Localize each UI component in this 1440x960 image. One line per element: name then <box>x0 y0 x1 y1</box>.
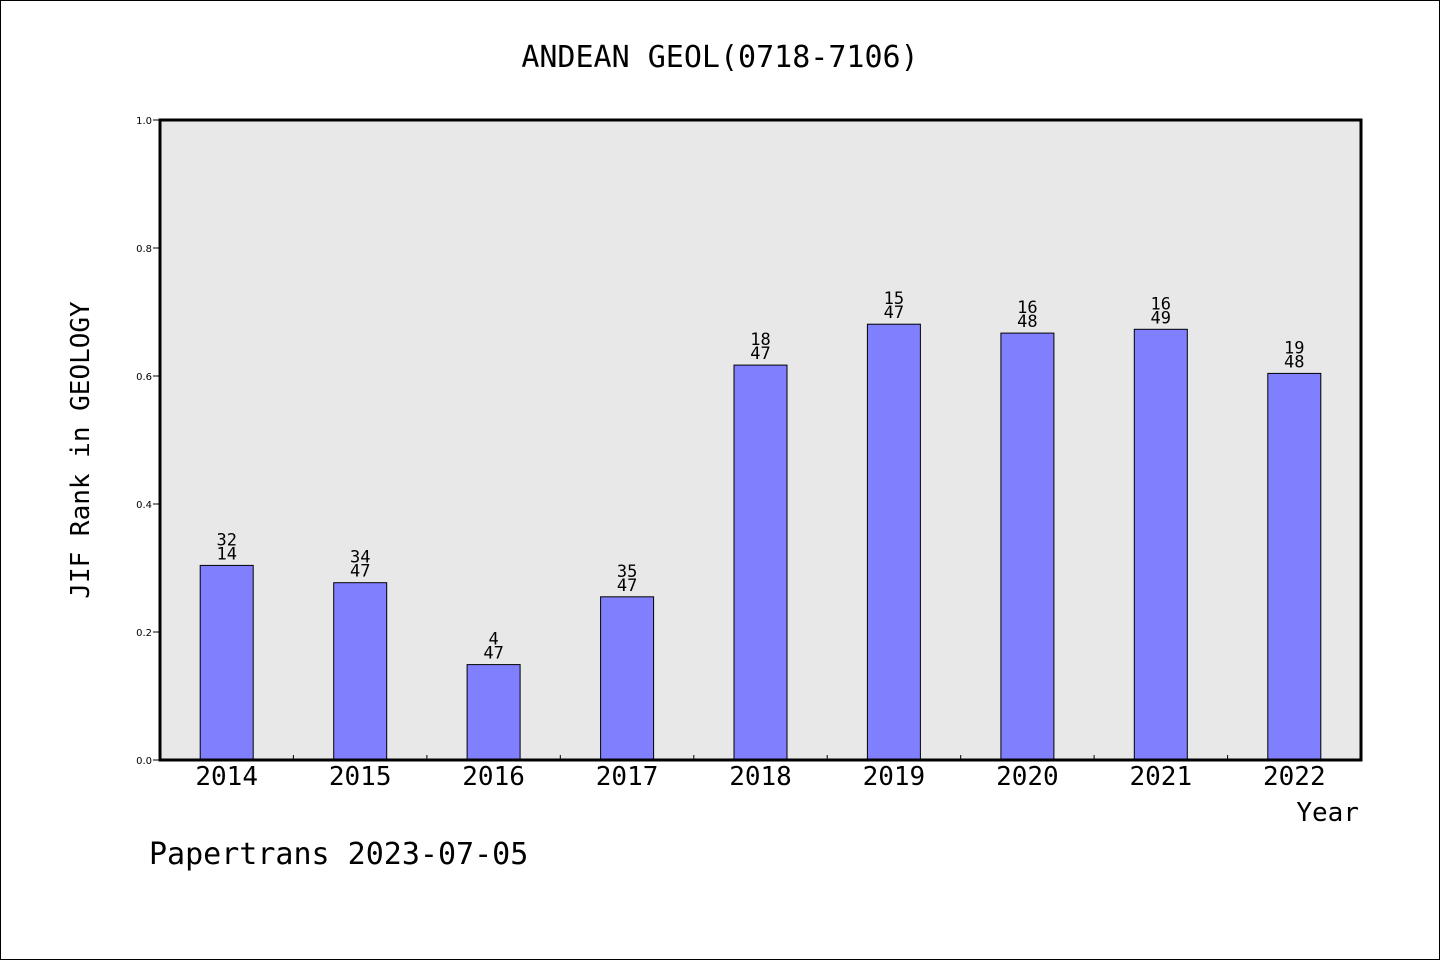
footer-source-date: Papertrans 2023-07-05 <box>149 837 528 872</box>
bars-layer <box>199 323 1322 761</box>
y-tick-label: 0.6 <box>136 372 152 383</box>
x-tick-label-2018: 2018 <box>729 762 792 792</box>
y-axis-ticks: 0.0 0.2 0.4 0.6 0.8 1.0 <box>136 116 160 767</box>
bar-2020 <box>1000 332 1055 761</box>
x-tick-label-2020: 2020 <box>996 762 1059 792</box>
x-tick-label-2019: 2019 <box>863 762 926 792</box>
data-label-bottom-2015: 47 <box>350 562 370 582</box>
bar-2015 <box>333 582 388 761</box>
data-label-bottom-2020: 48 <box>1017 312 1037 332</box>
data-label-top-2016: 4 <box>488 630 498 650</box>
x-axis-ticks: 2014 2015 2016 2017 2018 2019 2020 2021 2022 <box>195 755 1326 792</box>
y-tick-label: 1.0 <box>136 116 152 127</box>
data-label-top-2017: 35 <box>617 562 637 582</box>
chart-title: ANDEAN GEOL(0718-7106) <box>521 40 918 75</box>
y-tick-label: 0.4 <box>136 500 152 511</box>
data-label-bottom-2018: 47 <box>750 344 770 364</box>
data-label-bottom-2019: 47 <box>884 303 904 323</box>
data-label-bottom-2014: 14 <box>216 544 236 564</box>
data-label-top-2015: 34 <box>350 548 370 568</box>
data-label-bottom-2021: 49 <box>1151 308 1171 328</box>
x-tick-label-2017: 2017 <box>596 762 659 792</box>
x-tick-label-2015: 2015 <box>329 762 392 792</box>
data-label-bottom-2022: 48 <box>1284 352 1304 372</box>
x-tick-label-2016: 2016 <box>462 762 525 792</box>
data-label-bottom-2017: 47 <box>617 576 637 596</box>
plot-border <box>158 118 1363 762</box>
y-tick-label: 0.0 <box>136 756 152 767</box>
data-label-top-2019: 15 <box>884 289 904 309</box>
x-axis-label: Year <box>1296 798 1359 828</box>
bar-2019 <box>866 323 921 761</box>
data-label-top-2018: 18 <box>750 330 770 350</box>
y-axis-label: JIF Rank in GEOLOGY <box>66 301 96 599</box>
bar-2021 <box>1133 328 1188 761</box>
x-tick-label-2014: 2014 <box>195 762 258 792</box>
bar-2017 <box>600 596 655 761</box>
y-tick-label: 0.8 <box>136 244 152 255</box>
bar-2022 <box>1267 372 1322 761</box>
bar-2018 <box>733 364 788 761</box>
bar-2016 <box>466 664 521 761</box>
data-label-top-2014: 32 <box>216 530 236 550</box>
bar-2014 <box>199 564 254 761</box>
x-tick-label-2022: 2022 <box>1263 762 1326 792</box>
x-tick-label-2021: 2021 <box>1129 762 1192 792</box>
data-label-top-2020: 16 <box>1017 298 1037 318</box>
data-label-bottom-2016: 47 <box>483 644 503 664</box>
data-label-top-2021: 16 <box>1151 294 1171 314</box>
y-tick-label: 0.2 <box>136 628 152 639</box>
data-label-top-2022: 19 <box>1284 338 1304 358</box>
